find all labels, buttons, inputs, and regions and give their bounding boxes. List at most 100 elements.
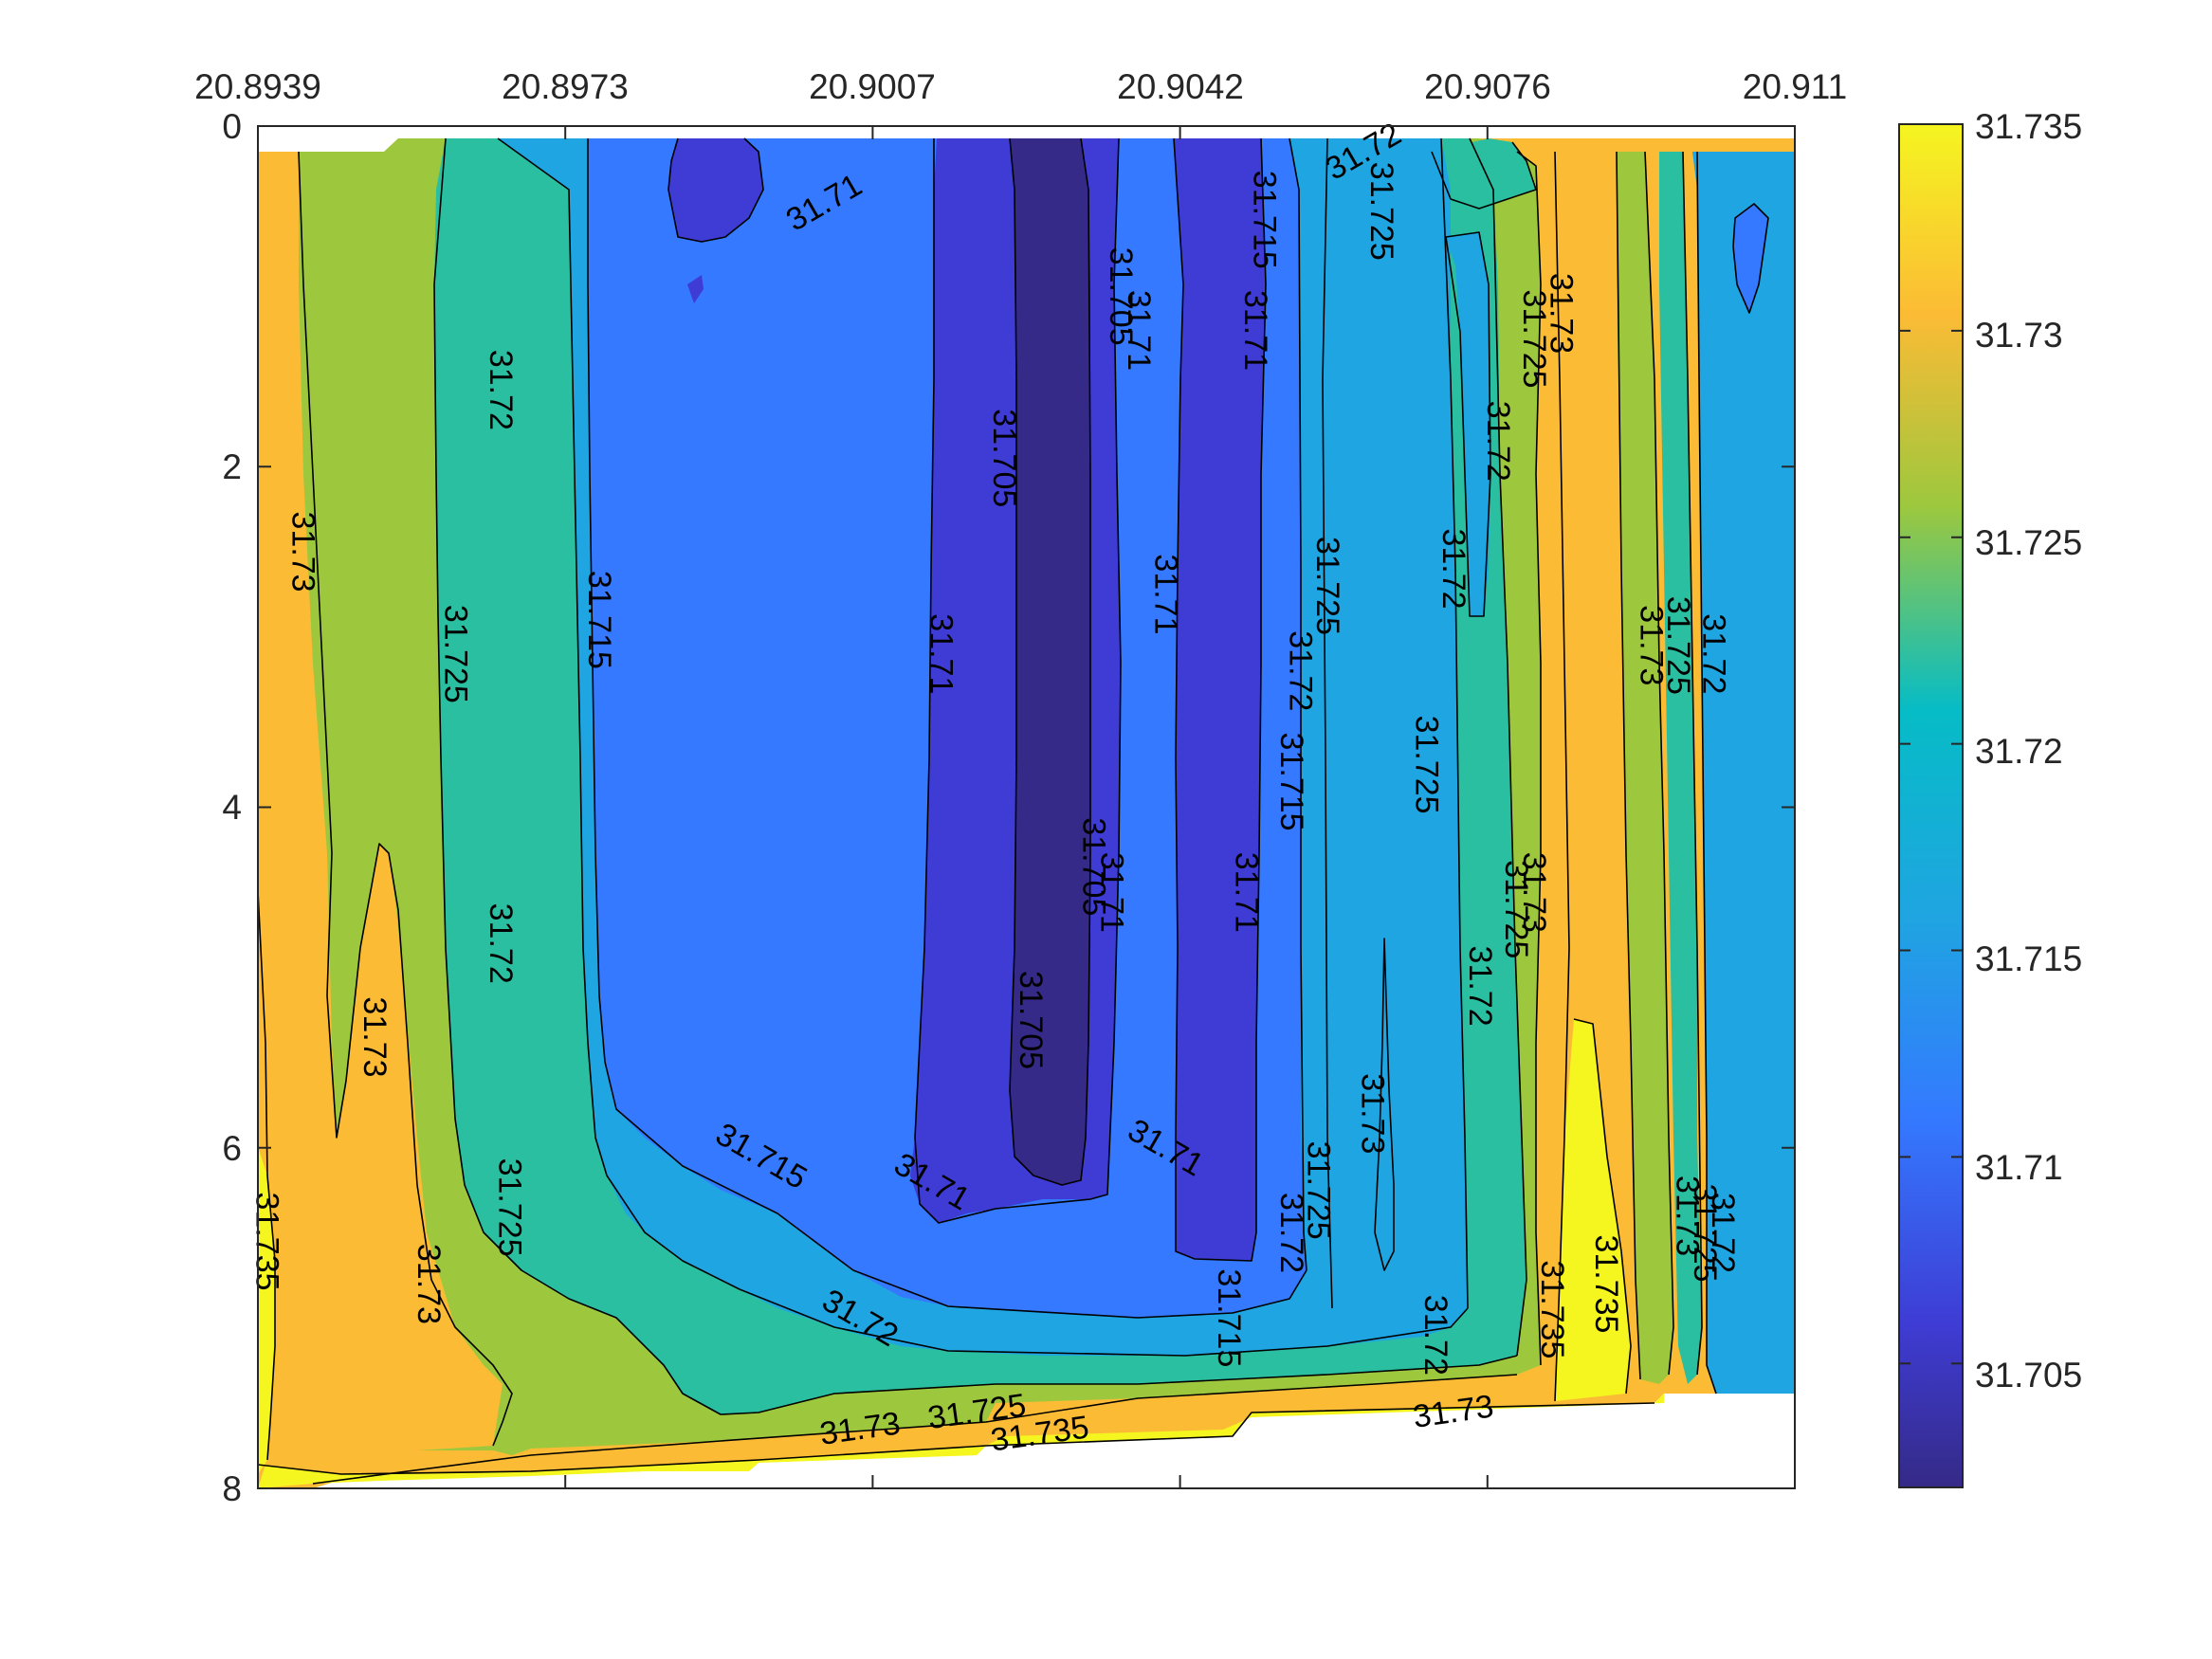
band-31.71-31.715-blob [1733,204,1768,313]
contour-label: 31.725 [1363,162,1399,261]
y-tick-label: 6 [222,1129,242,1168]
contour-label: 31.72 [483,350,519,430]
contour-label: 31.725 [491,1158,527,1257]
contour-line [1616,151,1641,1380]
colorbar-ramp [1898,123,1964,1488]
contour-label: 31.72 [1283,630,1319,711]
contour-label: 31.73 [1669,1176,1705,1256]
contour-line [298,151,513,1447]
contour-line [1289,137,1307,1271]
contour-label: 31.73 [284,512,320,592]
contour-line [914,137,1122,1224]
band-31.72-31.725-upper [1432,138,1536,209]
contour-line [1445,231,1491,617]
contour-line [1554,151,1570,1402]
contour-label: 31.72 [1696,613,1732,694]
contour-line [1431,141,1537,210]
contour-line [433,137,1518,1415]
contour-label: 31.725 [1408,716,1444,814]
contour-line-layer [258,137,1769,1485]
x-axis: 20.8939 20.8973 20.9007 20.9042 20.9076 … [194,67,1847,106]
contour-label: 31.72 [1462,946,1498,1027]
x-tick-label: 20.911 [1743,67,1847,106]
contour-label: 31.72 [1435,528,1472,609]
contour-label: 31.72 [1273,1193,1309,1273]
contour-label: 31.725 [1309,537,1345,635]
contour-line [1322,137,1333,1309]
contour-label: 31.71 [1147,554,1183,634]
contour-label: 31.71 [1094,852,1130,933]
colorbar-tick-label: 31.72 [1975,732,2063,771]
colorbar-tick-label: 31.735 [1975,107,2082,146]
contour-label: 31.725 [1687,1184,1723,1283]
colorbar-tick-label: 31.705 [1975,1356,2082,1395]
colorbar-tick-label: 31.71 [1975,1148,2063,1187]
contour-label: 31.73 [1354,1073,1390,1154]
contour-line [1440,137,1469,1309]
contour-line [1469,137,1527,1357]
contour-label: 31.73 [356,996,393,1077]
x-tick-label: 20.9042 [1117,67,1244,106]
contour-line [312,1374,1518,1485]
y-tick-label: 2 [222,447,242,486]
colorbar: 31.735 31.73 31.725 31.72 31.715 31.71 3… [1898,107,2082,1488]
band-31.715-31.72-right [1692,152,1795,1394]
contour-label: 31.72 [1417,1295,1453,1376]
contour-label: 31.72 [1480,401,1516,482]
contour-label: 31.735 [1588,1234,1624,1333]
contour-label: 31.705 [1103,247,1139,346]
contour-label: 31.725 [1301,1141,1337,1240]
contour-label: 31.705 [1076,817,1112,916]
contour-line [1374,938,1395,1271]
contour-line [1173,137,1267,1262]
contour-label: 31.71 [923,613,959,694]
contour-label: 31.71 [1229,852,1265,933]
contour-label: 31.725 [1660,596,1696,695]
contour-label: 31.715 [1247,171,1283,269]
contour-label: 31.725 [438,605,474,703]
x-tick-label: 20.9007 [809,67,936,106]
contour-label: 31.705 [1013,971,1049,1069]
y-tick-label: 0 [222,107,242,146]
band-31.725-31.73-right [1617,152,1673,1384]
y-tick-label: 4 [222,788,242,827]
contour-label: 31.705 [986,409,1022,507]
y-tick-label: 8 [222,1469,242,1508]
contour-line [1644,151,1674,1376]
contour-label: 31.71 [1237,290,1273,371]
axis-ticks [257,125,1796,1489]
x-tick-label: 20.9076 [1424,67,1551,106]
contour-line [667,137,764,243]
contour-label: 31.73 [1544,273,1580,354]
band-below-31.705 [1010,138,1090,1185]
band-31.72-31.725-right [1659,152,1702,1384]
contour-line [258,1402,1655,1475]
contour-line [1009,137,1091,1186]
contour-label: 31.725 [1516,290,1552,389]
contour-label: 31.735 [248,1193,284,1291]
contour-line [497,137,1469,1357]
contour-label: 31.715 [1273,733,1309,831]
contour-line [1516,151,1542,1366]
x-tick-label: 20.8939 [194,67,321,106]
contour-label: 31.715 [1211,1268,1247,1367]
band-31.705-31.71-dot [687,275,704,303]
contour-line [1682,151,1703,1376]
contour-label: 31.72 [1705,1193,1741,1273]
contour-line [587,138,1307,1319]
contour-label: 31.72 [483,903,519,984]
contour-label: 31.73 [1516,852,1552,933]
contour-label: 31.725 [1498,860,1534,958]
y-axis: 0 2 4 6 8 [222,107,242,1508]
colorbar-tick-label: 31.715 [1975,939,2082,978]
contour-line [258,890,276,1461]
contour-label: 31.735 [1534,1260,1570,1358]
contour-label: 31.71 [1121,290,1157,371]
band-31.705-31.71-top [668,138,763,242]
contour-label: 31.73 [411,1244,447,1324]
contour-fill-layer [258,138,1795,1488]
contour-line [1696,151,1717,1395]
band-31.715-31.72-mid [1446,232,1490,616]
